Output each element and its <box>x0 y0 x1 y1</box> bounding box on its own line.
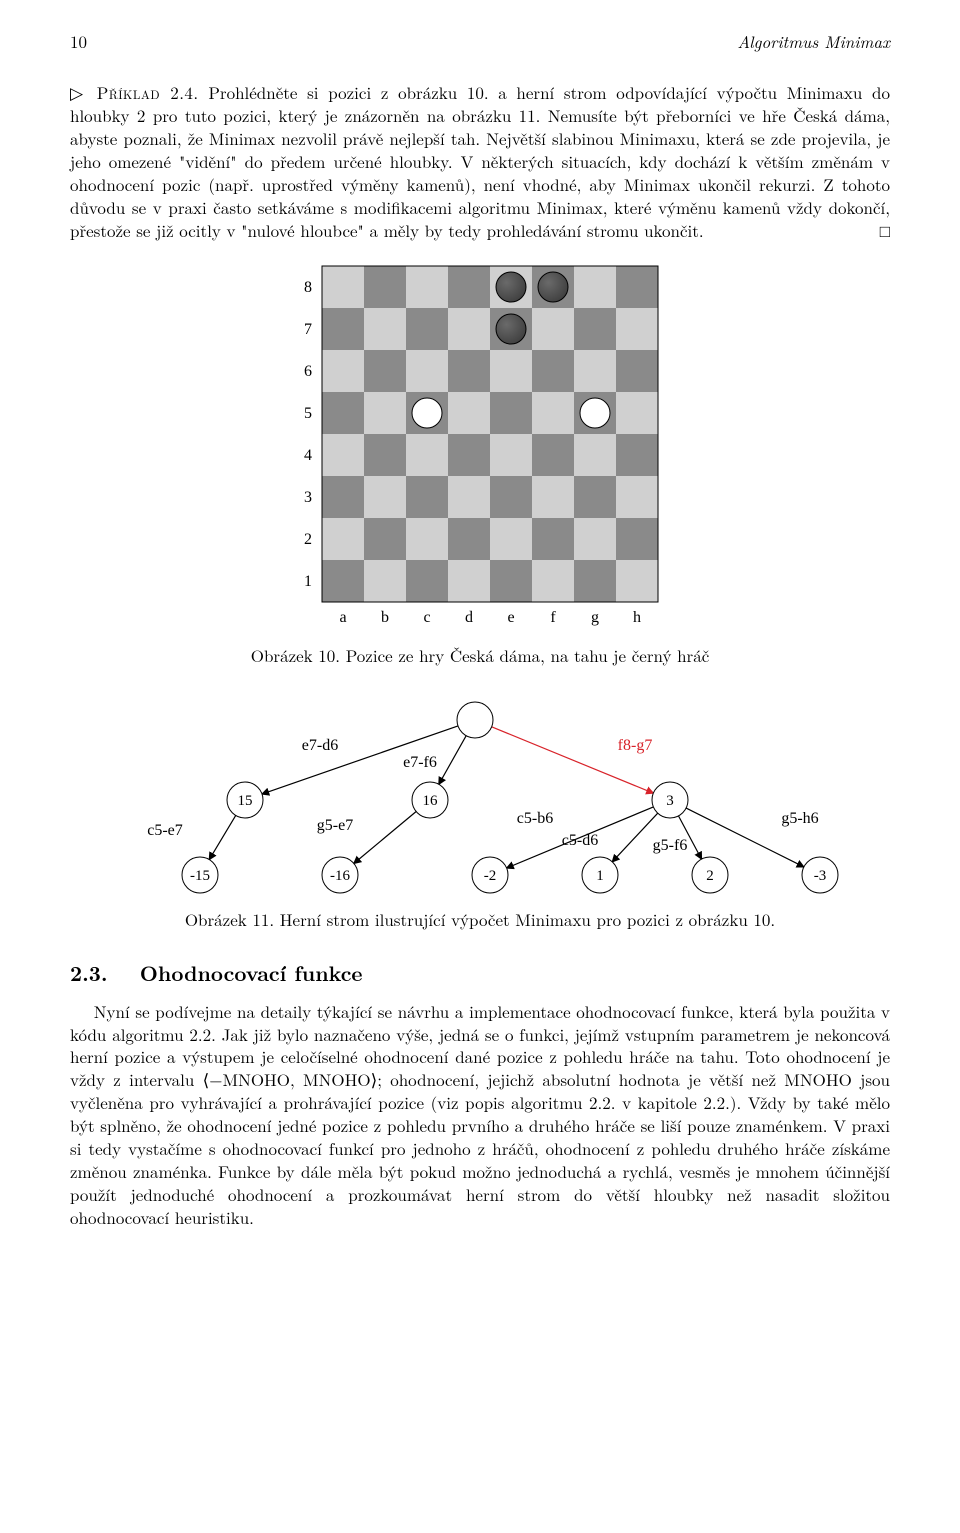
svg-text:c5-b6: c5-b6 <box>517 810 553 827</box>
svg-text:7: 7 <box>304 321 312 338</box>
svg-text:g5-e7: g5-e7 <box>317 817 353 834</box>
svg-text:3: 3 <box>304 489 312 506</box>
example-paragraph: ▷ Příklad 2.4. Prohlédněte si pozici z o… <box>70 81 890 242</box>
qed-box: □ <box>880 219 890 242</box>
svg-text:h: h <box>633 609 641 626</box>
svg-text:c5-d6: c5-d6 <box>562 832 598 849</box>
svg-text:2: 2 <box>304 531 312 548</box>
example-marker: ▷ <box>70 80 87 104</box>
section-number: 2.3. <box>70 958 108 988</box>
svg-text:16: 16 <box>423 793 439 809</box>
svg-text:e: e <box>507 609 514 626</box>
svg-text:-16: -16 <box>330 868 350 884</box>
svg-text:2: 2 <box>706 868 714 884</box>
svg-text:c: c <box>423 609 430 626</box>
svg-text:1: 1 <box>596 868 604 884</box>
svg-text:8: 8 <box>304 279 312 296</box>
svg-text:c5-e7: c5-e7 <box>147 822 183 839</box>
svg-text:-2: -2 <box>484 868 497 884</box>
board-caption: Obrázek 10. Pozice ze hry Česká dáma, na… <box>70 644 890 667</box>
svg-text:-15: -15 <box>190 868 210 884</box>
svg-text:f8-g7: f8-g7 <box>618 737 653 754</box>
svg-text:4: 4 <box>304 447 312 464</box>
section-title: Ohodnocovací funkce <box>140 958 363 988</box>
example-label: Příklad 2.4. <box>97 80 199 104</box>
svg-text:g5-h6: g5-h6 <box>781 810 818 827</box>
running-title: Algoritmus Minimax <box>737 30 890 53</box>
tree-caption: Obrázek 11. Herní strom ilustrující výpo… <box>70 908 890 931</box>
svg-text:f: f <box>550 609 556 626</box>
chessboard: 8 7 6 5 4 3 2 1 a b c d e f g h <box>296 264 664 632</box>
page-number: 10 <box>70 30 87 53</box>
svg-text:6: 6 <box>304 363 312 380</box>
game-tree: e7-d6 e7-f6 f8-g7 c5-e7 g5-e7 c5-b6 c5-d6 g5-f6… <box>110 695 850 895</box>
section-heading: 2.3. Ohodnocovací funkce <box>70 959 890 987</box>
svg-text:a: a <box>339 609 346 626</box>
svg-text:g: g <box>591 609 599 626</box>
svg-text:e7-f6: e7-f6 <box>403 754 437 771</box>
svg-text:g5-f6: g5-f6 <box>653 837 688 854</box>
svg-text:d: d <box>465 609 473 626</box>
svg-text:b: b <box>381 609 389 626</box>
example-body: Prohlédněte si pozici z obrázku 10. a he… <box>70 80 890 242</box>
svg-text:1: 1 <box>304 573 312 590</box>
svg-text:15: 15 <box>238 793 253 809</box>
svg-text:e7-d6: e7-d6 <box>302 737 338 754</box>
svg-text:3: 3 <box>666 793 674 809</box>
svg-text:5: 5 <box>304 405 312 422</box>
svg-text:-3: -3 <box>814 868 827 884</box>
section-body: Nyní se podívejme na detaily týkající se… <box>70 1000 890 1229</box>
